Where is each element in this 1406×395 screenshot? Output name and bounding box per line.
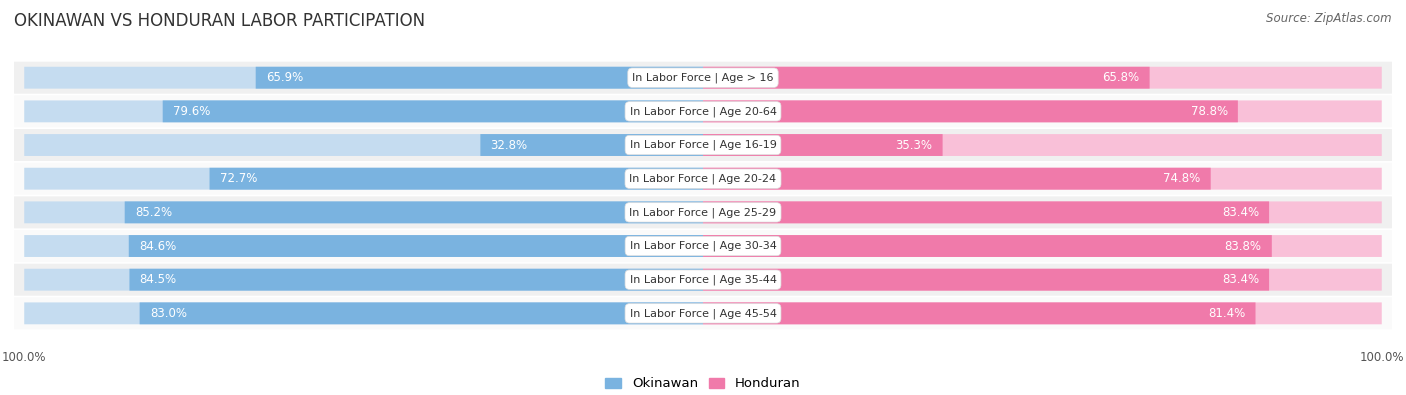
FancyBboxPatch shape [24, 168, 703, 190]
Text: 84.6%: 84.6% [139, 239, 176, 252]
Text: 65.8%: 65.8% [1102, 71, 1139, 84]
FancyBboxPatch shape [14, 95, 1392, 127]
FancyBboxPatch shape [14, 163, 1392, 195]
FancyBboxPatch shape [703, 235, 1382, 257]
FancyBboxPatch shape [24, 235, 703, 257]
FancyBboxPatch shape [129, 235, 703, 257]
FancyBboxPatch shape [703, 67, 1382, 88]
Text: 83.0%: 83.0% [150, 307, 187, 320]
FancyBboxPatch shape [703, 168, 1211, 190]
FancyBboxPatch shape [703, 100, 1382, 122]
FancyBboxPatch shape [481, 134, 703, 156]
Text: In Labor Force | Age 45-54: In Labor Force | Age 45-54 [630, 308, 776, 319]
Text: In Labor Force | Age 35-44: In Labor Force | Age 35-44 [630, 275, 776, 285]
FancyBboxPatch shape [24, 67, 703, 88]
Text: 81.4%: 81.4% [1208, 307, 1246, 320]
FancyBboxPatch shape [703, 303, 1256, 324]
FancyBboxPatch shape [14, 264, 1392, 296]
FancyBboxPatch shape [14, 129, 1392, 161]
Text: In Labor Force | Age 20-24: In Labor Force | Age 20-24 [630, 173, 776, 184]
FancyBboxPatch shape [24, 100, 703, 122]
FancyBboxPatch shape [703, 269, 1270, 291]
Text: 84.5%: 84.5% [139, 273, 177, 286]
Text: 83.4%: 83.4% [1222, 273, 1258, 286]
FancyBboxPatch shape [14, 230, 1392, 262]
FancyBboxPatch shape [129, 269, 703, 291]
FancyBboxPatch shape [14, 297, 1392, 329]
Text: 83.8%: 83.8% [1225, 239, 1261, 252]
FancyBboxPatch shape [14, 62, 1392, 94]
Text: In Labor Force | Age > 16: In Labor Force | Age > 16 [633, 72, 773, 83]
FancyBboxPatch shape [256, 67, 703, 88]
FancyBboxPatch shape [703, 168, 1382, 190]
FancyBboxPatch shape [703, 67, 1150, 88]
Text: In Labor Force | Age 20-64: In Labor Force | Age 20-64 [630, 106, 776, 117]
FancyBboxPatch shape [139, 303, 703, 324]
Text: In Labor Force | Age 16-19: In Labor Force | Age 16-19 [630, 140, 776, 150]
Text: Source: ZipAtlas.com: Source: ZipAtlas.com [1267, 12, 1392, 25]
FancyBboxPatch shape [14, 196, 1392, 228]
FancyBboxPatch shape [703, 100, 1237, 122]
Text: In Labor Force | Age 30-34: In Labor Force | Age 30-34 [630, 241, 776, 251]
FancyBboxPatch shape [703, 134, 942, 156]
FancyBboxPatch shape [703, 201, 1382, 223]
FancyBboxPatch shape [24, 269, 703, 291]
FancyBboxPatch shape [703, 269, 1382, 291]
FancyBboxPatch shape [703, 235, 1272, 257]
Text: 65.9%: 65.9% [266, 71, 304, 84]
Text: 32.8%: 32.8% [491, 139, 527, 152]
FancyBboxPatch shape [24, 134, 703, 156]
Text: OKINAWAN VS HONDURAN LABOR PARTICIPATION: OKINAWAN VS HONDURAN LABOR PARTICIPATION [14, 12, 425, 30]
FancyBboxPatch shape [163, 100, 703, 122]
Text: 83.4%: 83.4% [1222, 206, 1258, 219]
Text: 35.3%: 35.3% [896, 139, 932, 152]
Legend: Okinawan, Honduran: Okinawan, Honduran [606, 377, 800, 390]
FancyBboxPatch shape [24, 201, 703, 223]
Text: 85.2%: 85.2% [135, 206, 172, 219]
Text: 74.8%: 74.8% [1163, 172, 1201, 185]
Text: 79.6%: 79.6% [173, 105, 211, 118]
Text: 78.8%: 78.8% [1191, 105, 1227, 118]
FancyBboxPatch shape [703, 303, 1382, 324]
FancyBboxPatch shape [703, 134, 1382, 156]
Text: 72.7%: 72.7% [219, 172, 257, 185]
FancyBboxPatch shape [209, 168, 703, 190]
FancyBboxPatch shape [703, 201, 1270, 223]
FancyBboxPatch shape [125, 201, 703, 223]
FancyBboxPatch shape [24, 303, 703, 324]
Text: In Labor Force | Age 25-29: In Labor Force | Age 25-29 [630, 207, 776, 218]
